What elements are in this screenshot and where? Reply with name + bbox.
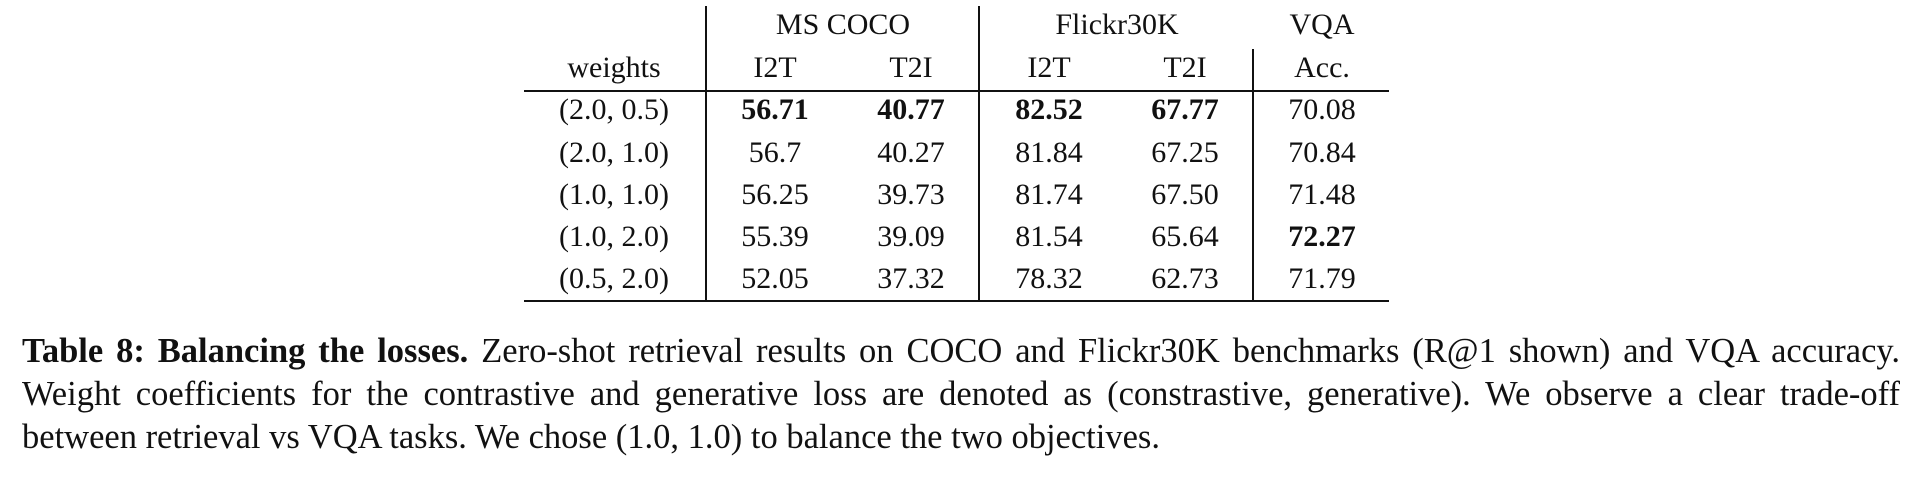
caption-text: Zero-shot retrieval results on COCO and … [22, 332, 1901, 456]
column-header: T2I [889, 51, 933, 84]
column-rule [1252, 49, 1254, 302]
table-cell: 37.32 [877, 262, 945, 295]
table-cell: 40.77 [877, 93, 945, 126]
table-cell: 56.25 [741, 178, 809, 211]
column-rule [705, 6, 707, 302]
header-rule [524, 90, 1389, 92]
table-cell: 70.08 [1288, 93, 1356, 126]
table-cell: 82.52 [1015, 93, 1083, 126]
table-cell: 65.64 [1151, 220, 1219, 253]
group-header: VQA [1289, 8, 1355, 41]
table-cell: 78.32 [1015, 262, 1083, 295]
caption-label: Table 8: [22, 332, 145, 370]
table-cell: 67.25 [1151, 136, 1219, 169]
table-cell: 67.50 [1151, 178, 1219, 211]
table-cell: 39.09 [877, 220, 945, 253]
table-cell: (2.0, 1.0) [559, 136, 669, 169]
table-cell: 72.27 [1288, 220, 1356, 253]
bottom-rule [524, 300, 1389, 302]
caption: Table 8: Balancing the losses. Zero-shot… [22, 330, 1900, 459]
column-header: Acc. [1294, 51, 1350, 84]
table-cell: (1.0, 1.0) [559, 178, 669, 211]
column-header: I2T [753, 51, 797, 84]
table-cell: 56.71 [741, 93, 809, 126]
table-cell: (2.0, 0.5) [559, 93, 669, 126]
table-cell: 67.77 [1151, 93, 1219, 126]
column-header: I2T [1027, 51, 1071, 84]
table-cell: 55.39 [741, 220, 809, 253]
column-header: T2I [1163, 51, 1207, 84]
caption-title: Balancing the losses. [157, 332, 469, 370]
table-cell: 56.7 [748, 136, 802, 169]
column-header: weights [567, 51, 661, 84]
table-cell: 62.73 [1151, 262, 1219, 295]
table-cell: (1.0, 2.0) [559, 220, 669, 253]
table-cell: 81.84 [1015, 136, 1083, 169]
table-cell: 81.54 [1015, 220, 1083, 253]
table-cell: 71.79 [1288, 262, 1356, 295]
group-header: MS COCO [775, 8, 911, 41]
group-header: Flickr30K [1055, 8, 1179, 41]
table-cell: 81.74 [1015, 178, 1083, 211]
column-rule [978, 6, 980, 302]
table-cell: 71.48 [1288, 178, 1356, 211]
table-cell: 39.73 [877, 178, 945, 211]
table-cell: 70.84 [1288, 136, 1356, 169]
table-cell: 40.27 [877, 136, 945, 169]
table-cell: 52.05 [741, 262, 809, 295]
table-cell: (0.5, 2.0) [559, 262, 669, 295]
